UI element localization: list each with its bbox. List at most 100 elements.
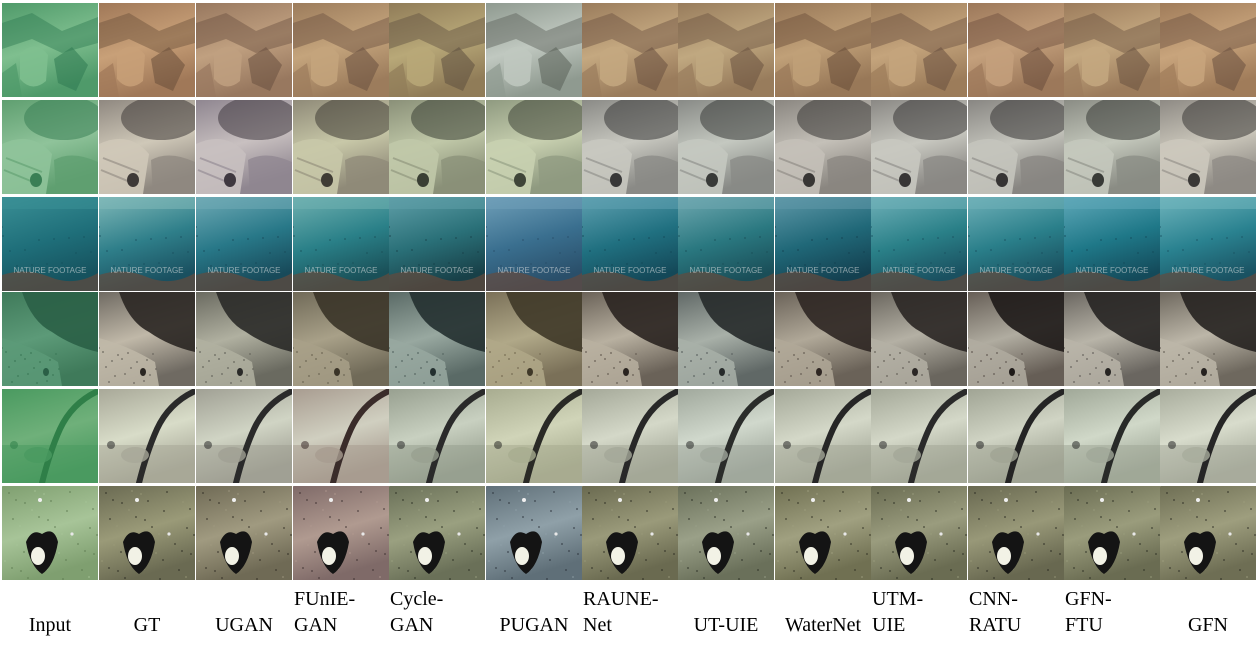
method-name: UT-UIE <box>693 614 759 636</box>
image-cell <box>389 292 485 386</box>
boulder-with-hole-image <box>582 100 678 194</box>
image-cell <box>582 486 678 580</box>
image-cell <box>968 486 1064 580</box>
image-cell <box>196 389 292 483</box>
image-cell <box>968 3 1064 97</box>
rocks-and-debris-image <box>1064 3 1160 97</box>
column-label: PUGAN <box>486 580 582 646</box>
image-cell <box>196 486 292 580</box>
sandy-floor-with-shell-image <box>389 486 485 580</box>
boulder-with-hole-image <box>1160 100 1256 194</box>
image-cell <box>99 3 195 97</box>
dark-coral-mound-image <box>1064 292 1160 386</box>
method-name: WaterNet <box>784 614 862 636</box>
cable-over-seabed-image <box>968 389 1064 483</box>
boulder-with-hole-image <box>678 100 774 194</box>
image-cell <box>582 292 678 386</box>
cable-over-seabed-image <box>582 389 678 483</box>
boulder-with-hole-image <box>99 100 195 194</box>
watermark-text: NATURE FOOTAGE <box>1075 266 1148 275</box>
watermark-text: NATURE FOOTAGE <box>882 266 955 275</box>
column-label: GFN <box>1160 580 1256 646</box>
watermark-text: NATURE FOOTAGE <box>13 266 86 275</box>
image-cell <box>775 292 871 386</box>
image-cell <box>871 292 967 386</box>
image-cell <box>871 486 967 580</box>
open-water-with-watermark-image: NATURE FOOTAGE <box>99 197 195 291</box>
watermark-text: NATURE FOOTAGE <box>979 266 1052 275</box>
dark-coral-mound-image <box>99 292 195 386</box>
image-cell: NATURE FOOTAGE <box>678 197 774 291</box>
sandy-floor-with-shell-image <box>678 486 774 580</box>
rocks-and-debris-image <box>293 3 389 97</box>
image-cell <box>1064 486 1160 580</box>
column-label: UTM- UIE <box>871 580 967 646</box>
boulder-with-hole-image <box>2 100 98 194</box>
image-cell <box>678 292 774 386</box>
image-cell <box>968 292 1064 386</box>
boulder-with-hole-image <box>486 100 582 194</box>
image-cell <box>775 100 871 194</box>
dark-coral-mound-image <box>486 292 582 386</box>
image-cell <box>99 486 195 580</box>
watermark-text: NATURE FOOTAGE <box>110 266 183 275</box>
image-cell: NATURE FOOTAGE <box>389 197 485 291</box>
image-cell <box>1160 3 1256 97</box>
cable-over-seabed-image <box>196 389 292 483</box>
cable-over-seabed-image <box>871 389 967 483</box>
image-cell <box>486 3 582 97</box>
cable-over-seabed-image <box>2 389 98 483</box>
image-cell: NATURE FOOTAGE <box>775 197 871 291</box>
image-cell <box>389 100 485 194</box>
image-cell <box>2 486 98 580</box>
rocks-and-debris-image <box>1160 3 1256 97</box>
image-cell <box>1160 389 1256 483</box>
image-cell: NATURE FOOTAGE <box>582 197 678 291</box>
image-cell <box>2 389 98 483</box>
column-label: RAUNE- Net <box>582 580 678 646</box>
image-cell <box>293 292 389 386</box>
rocks-and-debris-image <box>196 3 292 97</box>
image-cell <box>293 3 389 97</box>
image-cell <box>99 292 195 386</box>
column-label: GT <box>99 580 195 646</box>
image-cell <box>99 389 195 483</box>
image-cell <box>293 389 389 483</box>
cable-over-seabed-image <box>293 389 389 483</box>
watermark-text: NATURE FOOTAGE <box>1171 266 1244 275</box>
open-water-with-watermark-image: NATURE FOOTAGE <box>389 197 485 291</box>
image-cell <box>1160 292 1256 386</box>
column-label: Input <box>2 580 98 646</box>
image-cell <box>678 389 774 483</box>
boulder-with-hole-image <box>871 100 967 194</box>
watermark-text: NATURE FOOTAGE <box>304 266 377 275</box>
method-name: UGAN <box>215 614 273 636</box>
image-cell <box>1064 3 1160 97</box>
rocks-and-debris-image <box>2 3 98 97</box>
image-cell: NATURE FOOTAGE <box>871 197 967 291</box>
sandy-floor-with-shell-image <box>871 486 967 580</box>
image-cell <box>775 3 871 97</box>
image-cell <box>1160 486 1256 580</box>
cable-over-seabed-image <box>678 389 774 483</box>
open-water-with-watermark-image: NATURE FOOTAGE <box>871 197 967 291</box>
image-cell <box>99 100 195 194</box>
dark-coral-mound-image <box>196 292 292 386</box>
image-cell: NATURE FOOTAGE <box>1064 197 1160 291</box>
open-water-with-watermark-image: NATURE FOOTAGE <box>775 197 871 291</box>
image-cell <box>1160 100 1256 194</box>
image-cell <box>196 3 292 97</box>
dark-coral-mound-image <box>678 292 774 386</box>
image-cell: NATURE FOOTAGE <box>293 197 389 291</box>
sandy-floor-with-shell-image <box>2 486 98 580</box>
watermark-text: NATURE FOOTAGE <box>207 266 280 275</box>
rocks-and-debris-image <box>678 3 774 97</box>
sandy-floor-with-shell-image <box>486 486 582 580</box>
column-label: GFN- FTU <box>1064 580 1160 646</box>
image-cell: NATURE FOOTAGE <box>486 197 582 291</box>
method-name: GFN- FTU <box>1065 588 1112 636</box>
image-cell <box>678 100 774 194</box>
dark-coral-mound-image <box>293 292 389 386</box>
image-cell <box>968 389 1064 483</box>
